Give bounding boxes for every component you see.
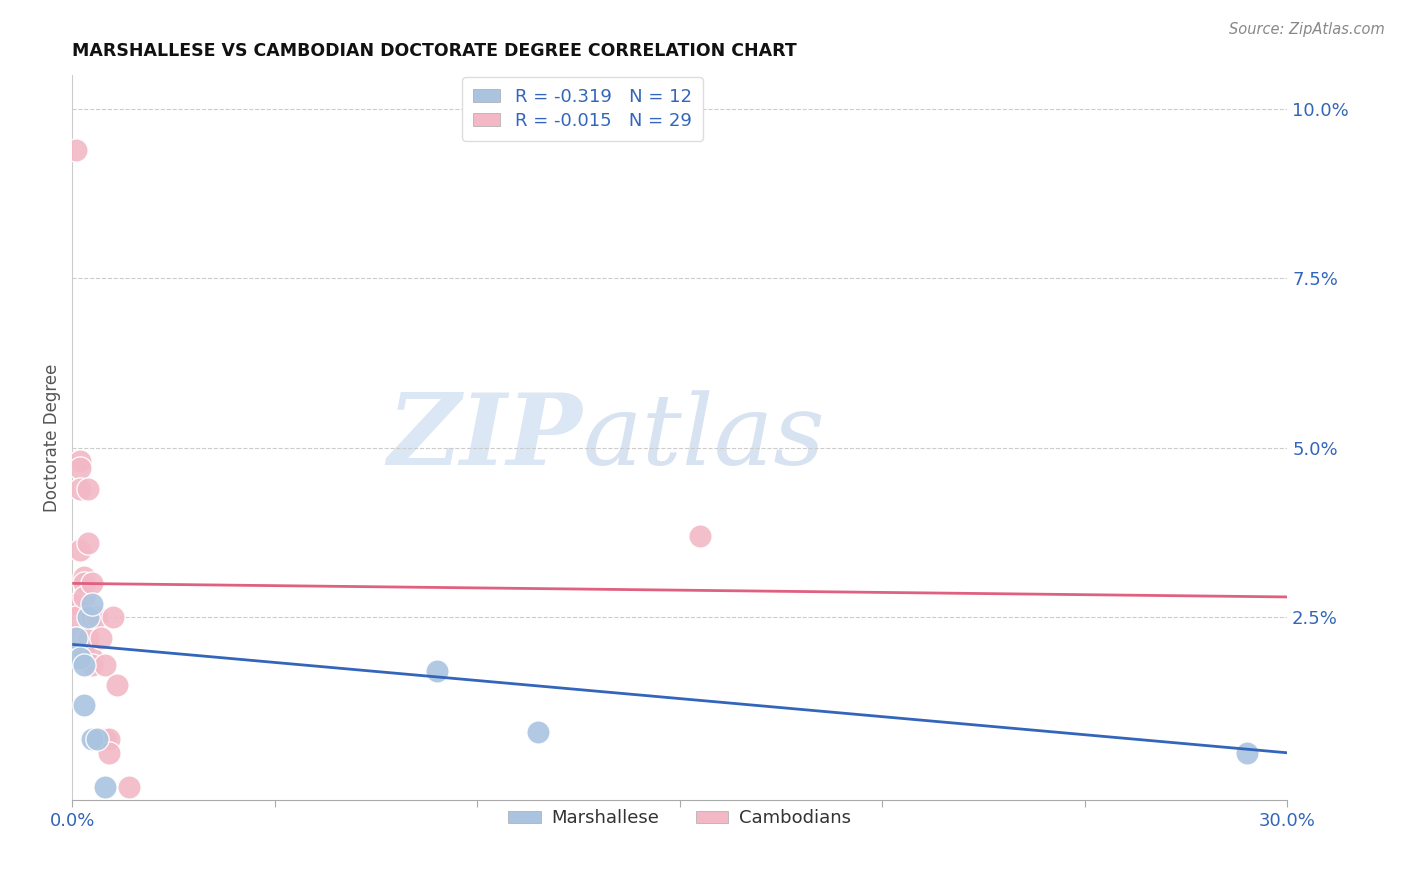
Point xyxy=(73,576,96,591)
Point xyxy=(97,746,120,760)
Point xyxy=(65,610,87,624)
Point xyxy=(69,454,91,468)
Point xyxy=(65,631,87,645)
Point xyxy=(93,657,115,672)
Point xyxy=(527,725,550,739)
Point xyxy=(69,651,91,665)
Point xyxy=(77,535,100,549)
Point xyxy=(82,610,104,624)
Point xyxy=(77,482,100,496)
Point xyxy=(1236,746,1258,760)
Point xyxy=(86,732,108,747)
Point xyxy=(82,732,104,747)
Point xyxy=(73,569,96,583)
Y-axis label: Doctorate Degree: Doctorate Degree xyxy=(44,364,60,512)
Point xyxy=(82,651,104,665)
Text: ZIP: ZIP xyxy=(388,390,582,486)
Point xyxy=(689,529,711,543)
Point xyxy=(77,631,100,645)
Point xyxy=(118,780,141,794)
Point xyxy=(73,698,96,713)
Point xyxy=(90,631,112,645)
Point xyxy=(65,631,87,645)
Point xyxy=(69,461,91,475)
Point xyxy=(73,590,96,604)
Point xyxy=(82,597,104,611)
Point xyxy=(82,576,104,591)
Point xyxy=(93,732,115,747)
Point xyxy=(93,780,115,794)
Point xyxy=(73,644,96,658)
Point xyxy=(69,542,91,557)
Text: Source: ZipAtlas.com: Source: ZipAtlas.com xyxy=(1229,22,1385,37)
Point xyxy=(426,665,449,679)
Point xyxy=(105,678,128,692)
Text: MARSHALLESE VS CAMBODIAN DOCTORATE DEGREE CORRELATION CHART: MARSHALLESE VS CAMBODIAN DOCTORATE DEGRE… xyxy=(72,42,797,60)
Point xyxy=(69,482,91,496)
Point xyxy=(73,657,96,672)
Point xyxy=(77,610,100,624)
Point xyxy=(86,610,108,624)
Text: atlas: atlas xyxy=(582,390,825,485)
Point xyxy=(65,597,87,611)
Point xyxy=(65,143,87,157)
Point xyxy=(97,732,120,747)
Legend: Marshallese, Cambodians: Marshallese, Cambodians xyxy=(501,802,858,835)
Point xyxy=(101,610,124,624)
Point xyxy=(82,657,104,672)
